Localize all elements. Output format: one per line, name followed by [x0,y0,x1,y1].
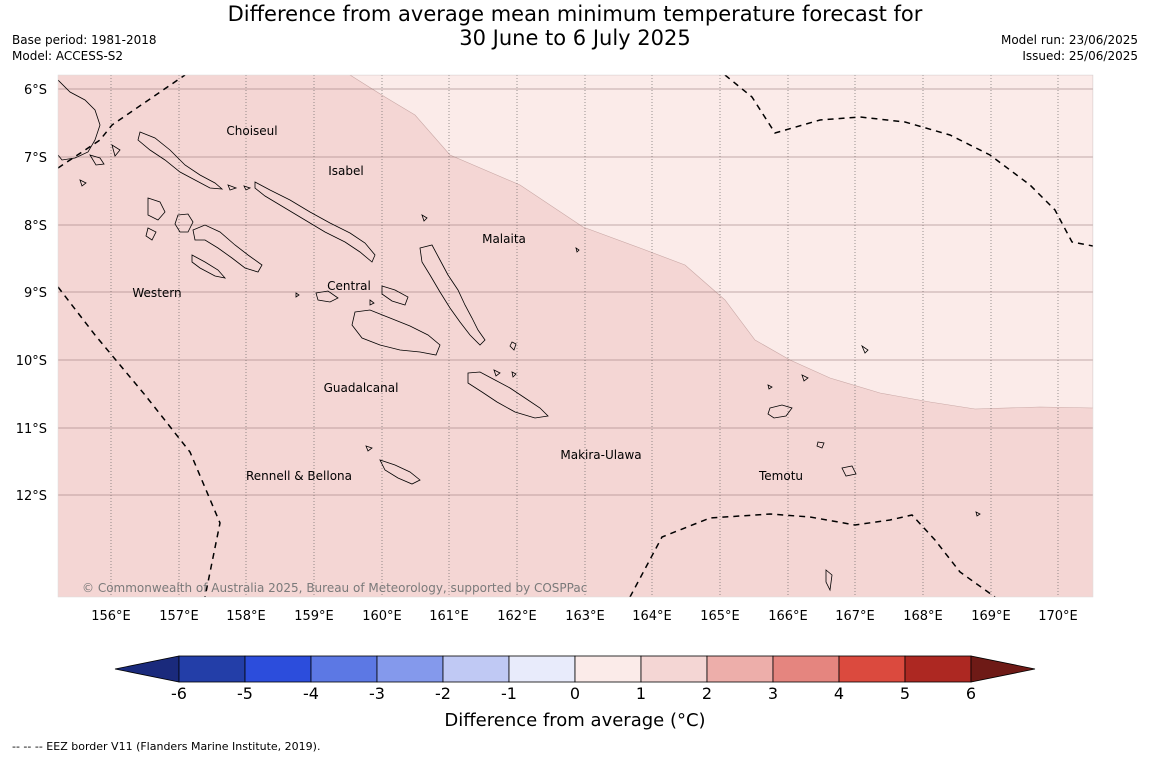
title-line-2: 30 June to 6 July 2025 [459,26,691,50]
colorbar: -6 -5 -4 -3 -2 -1 0 1 2 3 4 5 6 [114,655,1036,703]
colorbar-box [508,655,576,683]
colorbar-tick-label: -2 [435,684,451,703]
temotu-islands [767,404,793,419]
region-label-temotu: Temotu [758,469,803,483]
eez-borders [58,75,1093,597]
colorbar-tick-label: 0 [570,684,580,703]
lon-label: 170°E [1038,609,1078,624]
colorbar-label: Difference from average (°C) [444,710,706,731]
lat-label: 10°S [16,354,47,369]
colorbar-tick-label: 2 [702,684,712,703]
lat-label: 6°S [24,83,47,98]
region-label-choiseul: Choiseul [226,124,277,138]
lat-label: 9°S [24,286,47,301]
title-line-1: Difference from average mean minimum tem… [227,2,923,26]
lon-label: 165°E [700,609,740,624]
makira-island [467,371,549,419]
colorbar-boxes [178,655,972,683]
rennell-island [379,459,421,485]
anomaly-region-0-1 [349,75,1093,410]
colorbar-tick-label: 6 [966,684,976,703]
region-label-makira-ulawa: Makira-Ulawa [560,448,641,462]
copyright-notice: © Commonwealth of Australia 2025, Bureau… [82,581,587,595]
lon-label: 157°E [159,609,199,624]
colorbar-tick-label: -6 [171,684,187,703]
issued-date: Issued: 25/06/2025 [1022,49,1138,63]
colorbar-box [310,655,378,683]
colorbar-box [244,655,312,683]
coastlines [58,79,981,592]
isabel-island [254,181,376,263]
lon-label: 166°E [768,609,808,624]
central-islands [315,290,339,303]
colorbar-tick-label: 1 [636,684,646,703]
colorbar-tick-label: 3 [768,684,778,703]
longitude-labels: 156°E 157°E 158°E 159°E 160°E 161°E 162°… [91,609,1078,624]
lon-label: 164°E [632,609,672,624]
colorbar-tick-label: -1 [501,684,517,703]
colorbar-box [904,655,972,683]
colorbar-tick-label: 5 [900,684,910,703]
meta-right: Model run: 23/06/2025 Issued: 25/06/2025 [1001,32,1138,64]
map-title: Difference from average mean minimum tem… [0,2,1150,50]
region-labels: Choiseul Isabel Malaita Western Central … [132,124,803,483]
colorbar-tick-label: 4 [834,684,844,703]
lon-label: 162°E [497,609,537,624]
region-label-isabel: Isabel [328,164,363,178]
latitude-labels: 6°S 7°S 8°S 9°S 10°S 11°S 12°S [16,83,47,504]
lon-label: 160°E [362,609,402,624]
colorbar-extend-low [114,655,180,683]
lat-label: 11°S [16,422,47,437]
region-label-central: Central [327,279,371,293]
lon-label: 167°E [835,609,875,624]
latitude-lines [58,88,1093,496]
colorbar-box [376,655,444,683]
colorbar-box [706,655,774,683]
region-label-guadalcanal: Guadalcanal [324,381,399,395]
lon-label: 163°E [565,609,605,624]
colorbar-ticks: -6 -5 -4 -3 -2 -1 0 1 2 3 4 5 6 [171,684,976,703]
region-label-malaita: Malaita [482,232,526,246]
colorbar-box [640,655,708,683]
colorbar-extend-high [970,655,1036,683]
map-area: © Commonwealth of Australia 2025, Bureau… [58,75,1093,597]
lon-label: 161°E [429,609,469,624]
eez-footnote: -- -- -- EEZ border V11 (Flanders Marine… [12,740,321,753]
colorbar-box [178,655,246,683]
model-name: Model: ACCESS-S2 [12,49,124,63]
malaita-island [419,244,486,346]
colorbar-tick-label: -5 [237,684,253,703]
colorbar-tick-label: -3 [369,684,385,703]
colorbar-box [838,655,906,683]
model-run: Model run: 23/06/2025 [1000,33,1138,47]
lon-label: 169°E [971,609,1011,624]
map-frame [57,74,1094,598]
region-label-western: Western [132,286,181,300]
lon-label: 159°E [294,609,334,624]
lat-label: 12°S [16,489,47,504]
lon-label: 168°E [903,609,943,624]
lon-label: 156°E [91,609,131,624]
guadalcanal-island [351,309,441,356]
region-label-rennell-bellona: Rennell & Bellona [246,469,352,483]
graticule [110,75,1059,597]
meta-left: Base period: 1981-2018 Model: ACCESS-S2 [12,32,157,64]
bougainville-island [58,79,101,161]
colorbar-box [442,655,510,683]
colorbar-box [574,655,642,683]
colorbar-tick-label: -4 [303,684,319,703]
choiseul-island [137,131,224,190]
lon-label: 158°E [226,609,266,624]
lat-label: 7°S [24,151,47,166]
colorbar-box [772,655,840,683]
lat-label: 8°S [24,219,47,234]
new-georgia-islands [147,197,166,221]
base-period: Base period: 1981-2018 [12,33,157,47]
